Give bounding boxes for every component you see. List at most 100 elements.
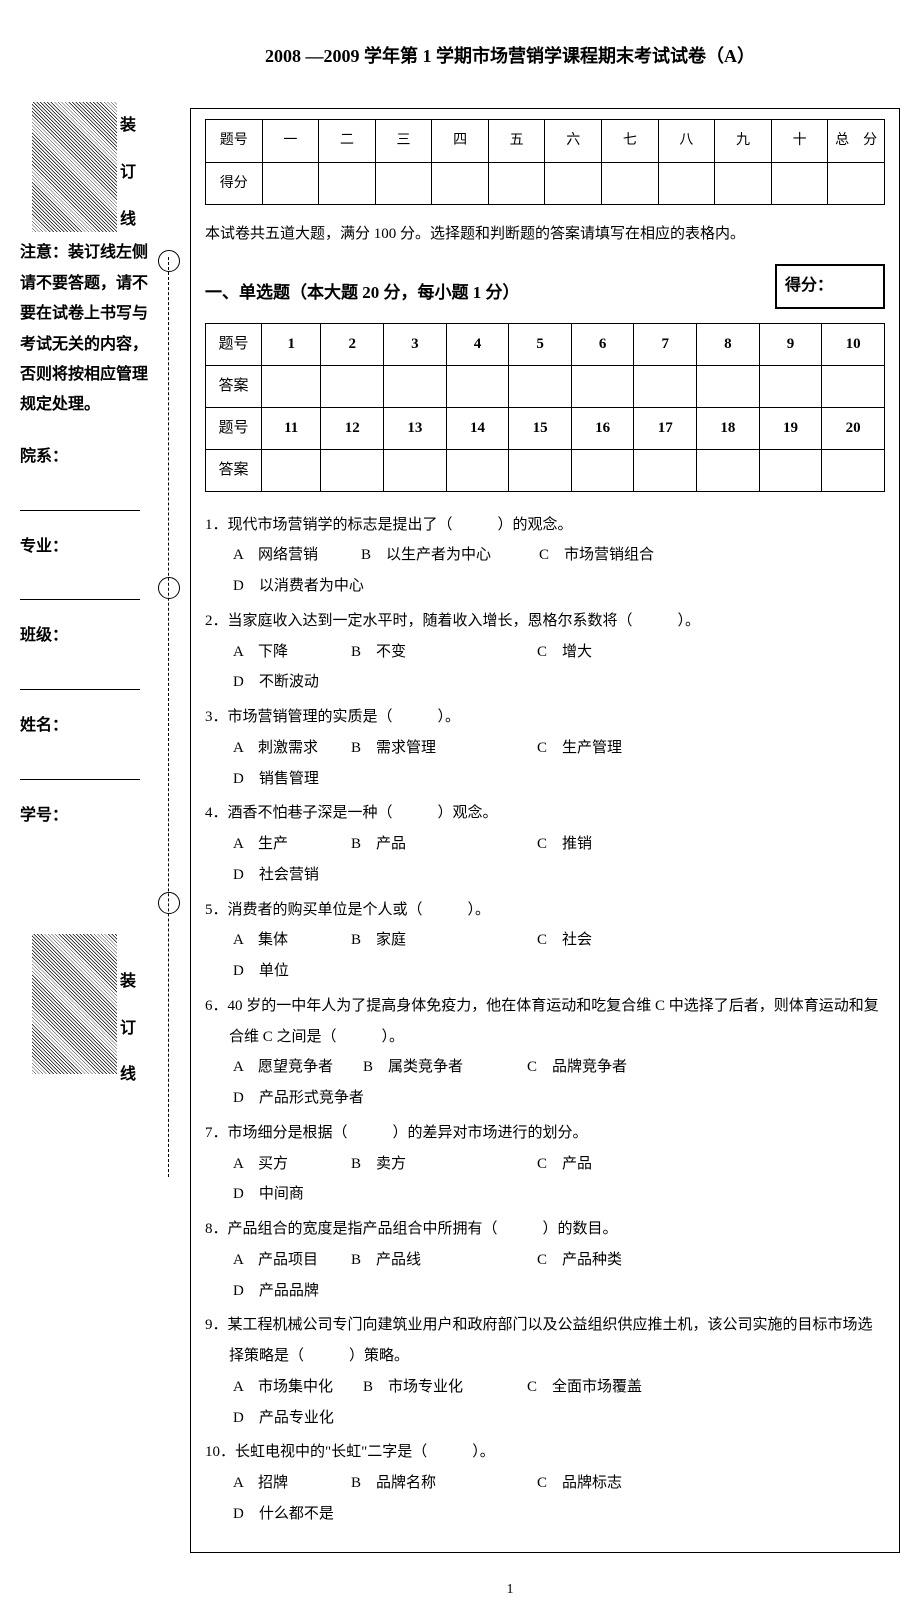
option: B 品牌名称: [351, 1468, 537, 1499]
answer-table: 题号12345678910答案题号11121314151617181920答案: [205, 323, 885, 492]
score-header: 四: [432, 120, 489, 162]
ans-cell: [571, 365, 634, 407]
ans-cell: [262, 449, 321, 491]
question-stem: 10．长虹电视中的"长虹"二字是（ ）。: [205, 1437, 885, 1468]
option: B 以生产者为中心: [361, 540, 539, 571]
ans-cell: [384, 365, 447, 407]
option: C 产品: [537, 1149, 727, 1180]
question: 1．现代市场营销学的标志是提出了（ ）的观念。A 网络营销B 以生产者为中心C …: [205, 510, 885, 602]
ans-cell: 13: [384, 407, 447, 449]
option: C 产品种类: [537, 1245, 727, 1276]
field-id: 学号：: [20, 802, 140, 869]
option: D 产品形式竞争者: [233, 1083, 433, 1114]
ans-cell: [759, 449, 822, 491]
option: A 网络营销: [233, 540, 361, 571]
options: A 市场集中化B 市场专业化C 全面市场覆盖D 产品专业化: [205, 1372, 885, 1434]
ans-cell: [822, 449, 885, 491]
option: C 品牌标志: [537, 1468, 727, 1499]
score-cell: [375, 162, 432, 204]
ans-cell: [634, 449, 697, 491]
score-header: 题号: [206, 120, 263, 162]
score-cell: [432, 162, 489, 204]
field-class: 班级：: [20, 622, 140, 690]
option: B 卖方: [351, 1149, 537, 1180]
ans-rowlabel: 题号: [206, 407, 262, 449]
ans-cell: [509, 365, 572, 407]
option: C 推销: [537, 829, 727, 860]
score-header: 十: [771, 120, 828, 162]
section1-title: 一、单选题（本大题 20 分，每小题 1 分）: [205, 278, 520, 309]
score-cell: [658, 162, 715, 204]
notice-text: 注意：装订线左侧请不要答题，请不要在试卷上书写与考试无关的内容，否则将按相应管理…: [20, 238, 150, 420]
content-area: 题号一二三四五六七八九十总 分 得分 本试卷共五道大题，满分 100 分。选择题…: [190, 108, 900, 1552]
option: B 产品: [351, 829, 537, 860]
ans-cell: [634, 365, 697, 407]
binding-dash-line: [168, 257, 169, 1177]
score-header: 九: [715, 120, 772, 162]
option: A 招牌: [233, 1468, 351, 1499]
option: D 产品专业化: [233, 1403, 433, 1434]
score-header: 二: [319, 120, 376, 162]
left-margin: 装 订 线 注意：装订线左侧请不要答题，请不要在试卷上书写与考试无关的内容，否则…: [20, 102, 190, 1552]
question-stem: 1．现代市场营销学的标志是提出了（ ）的观念。: [205, 510, 885, 541]
ans-cell: 19: [759, 407, 822, 449]
option: B 需求管理: [351, 733, 537, 764]
circle-marker: [158, 892, 180, 914]
instruction-text: 本试卷共五道大题，满分 100 分。选择题和判断题的答案请填写在相应的表格内。: [205, 221, 885, 248]
question: 10．长虹电视中的"长虹"二字是（ ）。A 招牌B 品牌名称C 品牌标志D 什么…: [205, 1437, 885, 1529]
score-cell: [828, 162, 885, 204]
option: D 以消费者为中心: [233, 571, 433, 602]
question: 9．某工程机械公司专门向建筑业用户和政府部门以及公益组织供应推土机，该公司实施的…: [205, 1310, 885, 1433]
ans-cell: 6: [571, 323, 634, 365]
option: D 销售管理: [233, 764, 413, 795]
question: 6．40 岁的一中年人为了提高身体免疫力，他在体育运动和吃复合维 C 中选择了后…: [205, 991, 885, 1114]
options: A 愿望竞争者B 属类竞争者C 品牌竞争者D 产品形式竞争者: [205, 1052, 885, 1114]
ans-cell: 9: [759, 323, 822, 365]
ans-rowlabel: 答案: [206, 365, 262, 407]
field-major: 专业：: [20, 533, 140, 601]
question-stem: 2．当家庭收入达到一定水平时，随着收入增长，恩格尔系数将（ ）。: [205, 606, 885, 637]
score-header: 三: [375, 120, 432, 162]
option: D 单位: [233, 956, 413, 987]
options: A 下降B 不变C 增大D 不断波动: [205, 637, 885, 699]
score-cell: [319, 162, 376, 204]
option: B 家庭: [351, 925, 537, 956]
field-department: 院系：: [20, 443, 140, 511]
question: 8．产品组合的宽度是指产品组合中所拥有（ ）的数目。A 产品项目B 产品线C 产…: [205, 1214, 885, 1306]
score-header: 六: [545, 120, 602, 162]
options: A 集体B 家庭C 社会D 单位: [205, 925, 885, 987]
options: A 网络营销B 以生产者为中心C 市场营销组合D 以消费者为中心: [205, 540, 885, 602]
option: A 买方: [233, 1149, 351, 1180]
ans-cell: 14: [446, 407, 509, 449]
option: D 社会营销: [233, 860, 413, 891]
binding-label-bottom: 装 订 线: [120, 968, 136, 1108]
option: C 生产管理: [537, 733, 727, 764]
question-stem: 5．消费者的购买单位是个人或（ ）。: [205, 895, 885, 926]
score-table: 题号一二三四五六七八九十总 分 得分: [205, 119, 885, 204]
ans-cell: 3: [384, 323, 447, 365]
option: C 社会: [537, 925, 727, 956]
ans-cell: [509, 449, 572, 491]
score-header: 五: [488, 120, 545, 162]
ans-cell: [571, 449, 634, 491]
ans-rowlabel: 答案: [206, 449, 262, 491]
option: B 属类竞争者: [363, 1052, 527, 1083]
ans-cell: 8: [697, 323, 760, 365]
option: D 不断波动: [233, 667, 413, 698]
ans-cell: [697, 449, 760, 491]
options: A 招牌B 品牌名称C 品牌标志D 什么都不是: [205, 1468, 885, 1530]
question: 5．消费者的购买单位是个人或（ ）。A 集体B 家庭C 社会D 单位: [205, 895, 885, 987]
option: A 愿望竞争者: [233, 1052, 363, 1083]
ans-cell: 12: [321, 407, 384, 449]
ans-cell: [446, 449, 509, 491]
ans-cell: [822, 365, 885, 407]
option: B 市场专业化: [363, 1372, 527, 1403]
score-row-label: 得分: [206, 162, 263, 204]
question: 2．当家庭收入达到一定水平时，随着收入增长，恩格尔系数将（ ）。A 下降B 不变…: [205, 606, 885, 698]
question: 3．市场营销管理的实质是（ ）。A 刺激需求B 需求管理C 生产管理 D 销售管理: [205, 702, 885, 794]
ans-cell: 10: [822, 323, 885, 365]
ans-cell: [697, 365, 760, 407]
question-stem: 3．市场营销管理的实质是（ ）。: [205, 702, 885, 733]
score-cell: [771, 162, 828, 204]
option: A 刺激需求: [233, 733, 351, 764]
